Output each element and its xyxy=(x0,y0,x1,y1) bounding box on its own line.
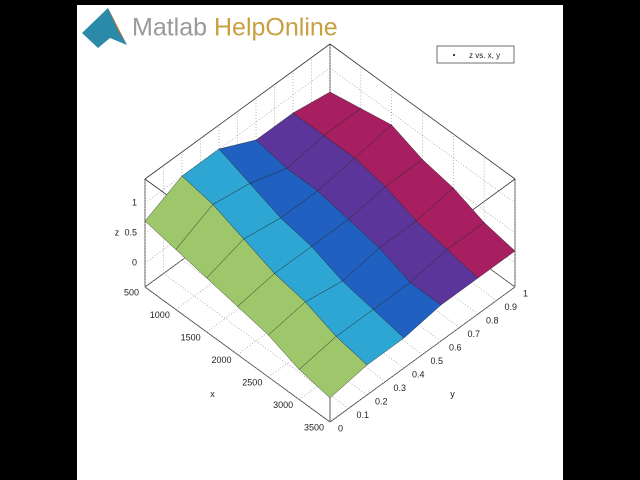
y-tick-label: 0.7 xyxy=(468,329,481,339)
legend-box xyxy=(436,45,515,64)
axis-box xyxy=(144,43,331,180)
z-axis-label: z xyxy=(115,227,120,237)
logo: Matlab HelpOnline xyxy=(82,8,338,48)
logo-text: HelpOnline xyxy=(214,14,338,42)
z-tick-label: 0.5 xyxy=(124,227,137,237)
legend-marker xyxy=(453,54,455,56)
y-tick-label: 0.2 xyxy=(375,396,388,406)
x-axis-label: x xyxy=(210,389,215,399)
y-tick-label: 0.5 xyxy=(431,356,444,366)
y-tick-label: 0 xyxy=(338,423,343,433)
x-tick-label: 1000 xyxy=(150,310,170,320)
x-tick-label: 3500 xyxy=(304,422,324,432)
grid-line xyxy=(329,67,516,204)
y-tick-label: 0.6 xyxy=(449,342,462,352)
y-tick-label: 0.9 xyxy=(505,302,518,312)
logo-text: Matlab xyxy=(132,14,207,42)
x-tick-label: 500 xyxy=(124,287,139,297)
y-tick-label: 1 xyxy=(523,288,528,298)
grid-line xyxy=(144,286,331,423)
grid-line xyxy=(163,273,349,409)
y-tick-label: 0.3 xyxy=(394,383,407,393)
y-tick-label: 0.8 xyxy=(486,315,499,325)
logo-icon xyxy=(82,8,127,48)
y-tick-label: 0.4 xyxy=(412,369,425,379)
x-tick-label: 1500 xyxy=(181,332,201,342)
surface-patch xyxy=(298,336,368,399)
y-axis-label: y xyxy=(450,389,455,399)
grid-line xyxy=(144,67,331,204)
x-tick-label: 2500 xyxy=(242,377,262,387)
logo-icon-shade xyxy=(108,8,127,45)
y-tick-label: 0.1 xyxy=(357,410,370,420)
legend-label: z vs. x, y xyxy=(469,51,500,60)
axis-box xyxy=(329,43,516,180)
grid-line xyxy=(329,286,516,423)
z-tick-label: 0 xyxy=(132,257,137,267)
x-tick-label: 2000 xyxy=(211,355,231,365)
z-tick-label: 1 xyxy=(132,197,137,207)
x-tick-label: 3000 xyxy=(273,400,293,410)
